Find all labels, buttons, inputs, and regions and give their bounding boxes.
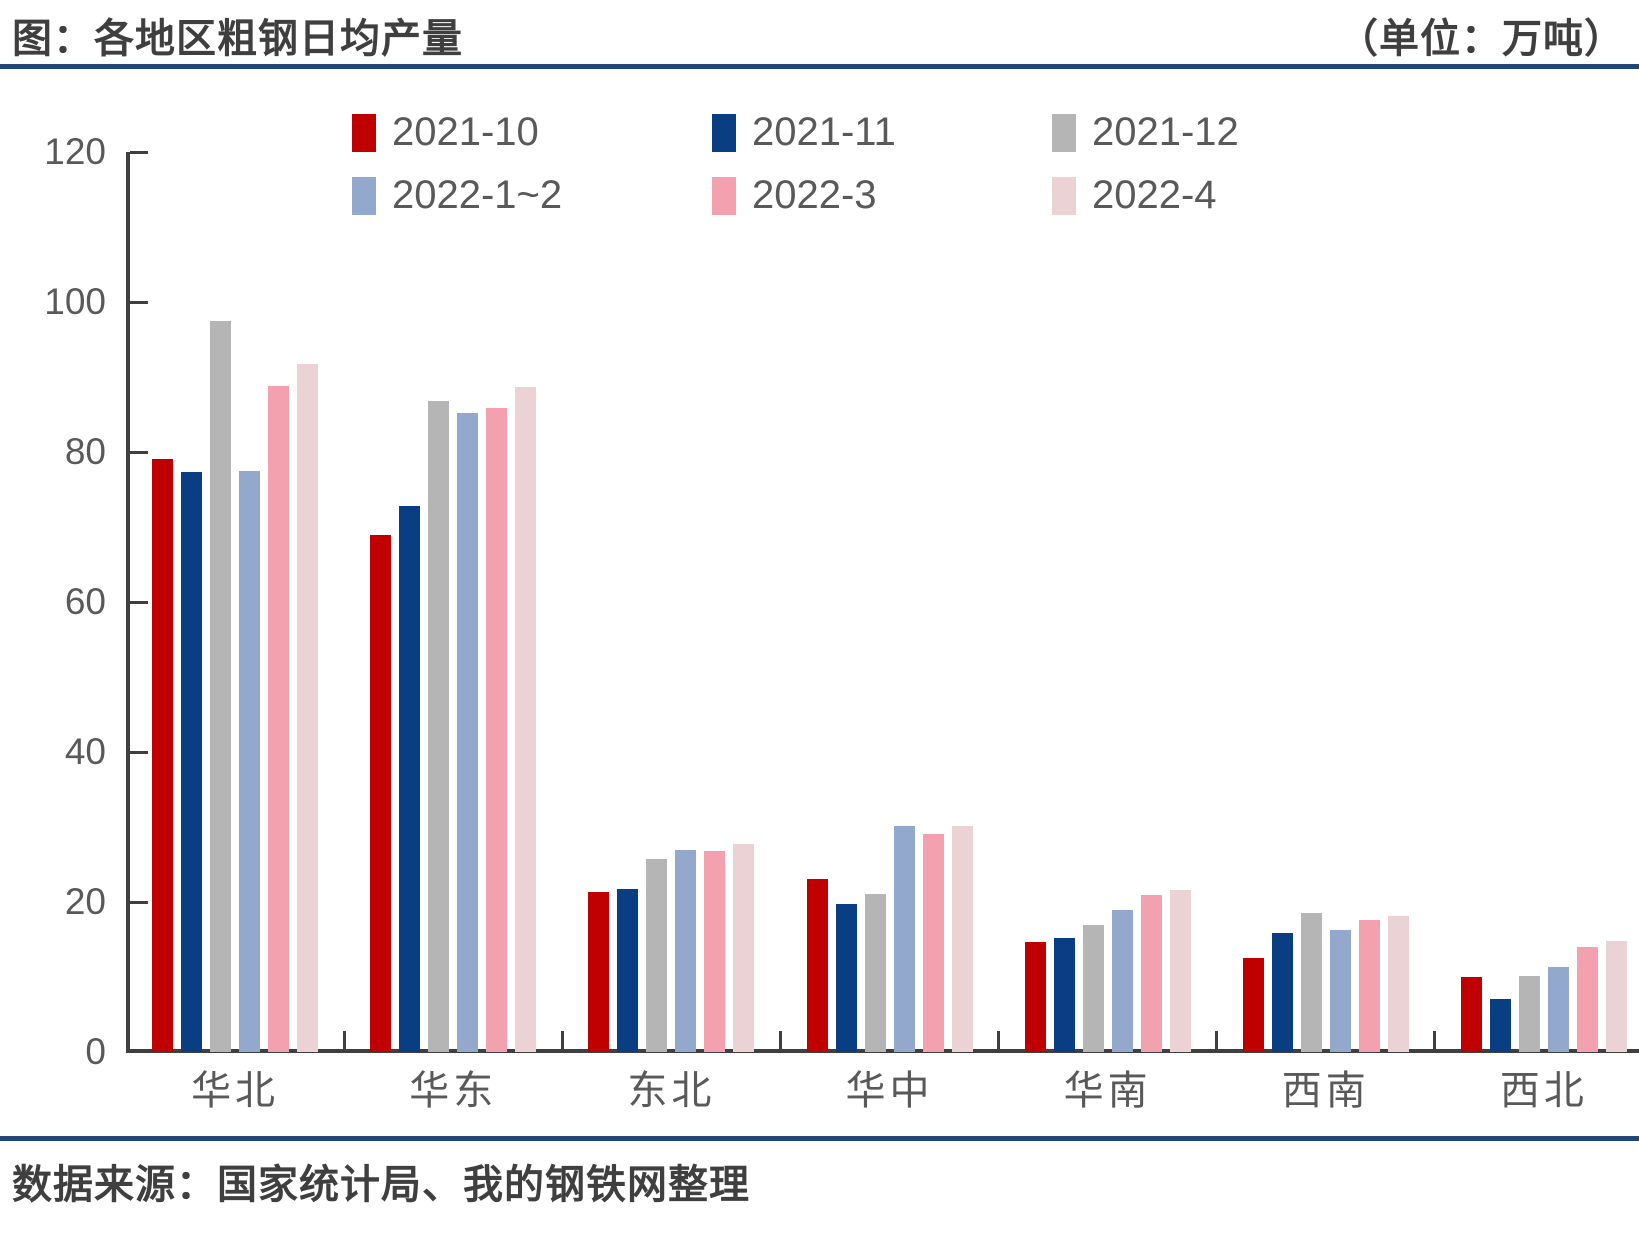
bar	[1140, 895, 1162, 1052]
bar	[1387, 915, 1409, 1052]
legend: 2021-10 2021-11 2021-12 2022-1~2 2022-3 2022-…	[352, 110, 1392, 218]
bar	[1169, 890, 1191, 1052]
bar	[1547, 966, 1569, 1052]
bar	[675, 850, 697, 1052]
y-tick-label: 120	[44, 131, 106, 172]
header: 图：各地区粗钢日均产量 （单位：万吨）	[0, 0, 1639, 64]
legend-label: 2021-10	[392, 110, 539, 154]
bar	[704, 851, 726, 1052]
legend-swatch	[1052, 176, 1076, 215]
bar	[1024, 941, 1046, 1052]
bar	[181, 472, 203, 1052]
bar	[1300, 913, 1322, 1052]
legend-item: 2021-10	[352, 110, 712, 155]
bar	[1053, 938, 1075, 1052]
x-tick	[1215, 1031, 1219, 1050]
y-tick-label: 60	[64, 581, 106, 622]
bar	[210, 320, 232, 1052]
bar	[1358, 920, 1380, 1052]
bar	[835, 903, 857, 1052]
bar	[1082, 925, 1104, 1052]
chart-title: 图：各地区粗钢日均产量	[12, 17, 463, 61]
x-tick	[997, 1031, 1001, 1050]
x-category-label: 西北	[1499, 1069, 1588, 1113]
legend-label: 2021-11	[752, 110, 896, 154]
bar	[1605, 941, 1627, 1052]
x-tick	[342, 1031, 346, 1050]
bar	[951, 825, 973, 1052]
bar	[1242, 957, 1264, 1052]
bar	[1489, 998, 1511, 1052]
bar	[588, 891, 610, 1052]
legend-item: 2022-1~2	[352, 173, 712, 218]
legend-swatch	[712, 113, 736, 152]
legend-swatch	[712, 176, 736, 215]
bar	[893, 826, 915, 1052]
y-tick	[130, 450, 148, 454]
y-axis	[126, 152, 130, 1053]
bar	[268, 386, 290, 1052]
bar	[515, 386, 537, 1052]
bar	[239, 470, 261, 1052]
x-category-label: 西南	[1281, 1069, 1370, 1113]
bar	[1460, 977, 1482, 1052]
x-tick	[1433, 1031, 1437, 1050]
x-tick	[778, 1031, 782, 1050]
bar	[486, 407, 508, 1052]
x-tick	[560, 1031, 564, 1050]
bar	[428, 401, 450, 1052]
bar	[152, 458, 174, 1052]
legend-swatch	[352, 176, 376, 215]
legend-item: 2022-4	[1052, 173, 1392, 218]
bar	[457, 413, 479, 1052]
y-tick	[130, 600, 148, 604]
bar	[922, 833, 944, 1052]
y-tick-label: 0	[85, 1031, 106, 1072]
legend-label: 2022-3	[752, 173, 877, 217]
x-category-label: 东北	[627, 1069, 716, 1113]
source-rule	[0, 1136, 1639, 1141]
legend-swatch	[1052, 113, 1076, 152]
x-category-label: 华南	[1063, 1069, 1152, 1113]
y-tick-label: 80	[64, 431, 106, 472]
bar	[1518, 976, 1540, 1052]
legend-item: 2022-3	[712, 173, 1052, 218]
legend-label: 2022-4	[1092, 173, 1217, 217]
legend-item: 2021-11	[712, 110, 1052, 155]
bar	[864, 893, 886, 1052]
x-category-label: 华东	[409, 1069, 498, 1113]
x-category-label: 华北	[191, 1069, 280, 1113]
bar	[1271, 932, 1293, 1052]
y-tick	[130, 900, 148, 904]
y-tick-label: 40	[64, 731, 106, 772]
legend-label: 2021-12	[1092, 110, 1239, 154]
bar	[1111, 910, 1133, 1052]
bar	[646, 859, 668, 1052]
bar	[806, 878, 828, 1052]
bar	[617, 888, 639, 1052]
legend-label: 2022-1~2	[392, 173, 563, 217]
legend-swatch	[352, 113, 376, 152]
y-tick-label: 100	[44, 281, 106, 322]
header-rule	[0, 64, 1639, 69]
source-text: 数据来源：国家统计局、我的钢铁网整理	[12, 1163, 750, 1207]
unit-label: （单位：万吨）	[1338, 17, 1625, 61]
x-category-label: 华中	[845, 1069, 934, 1113]
bar	[399, 506, 421, 1052]
bar	[370, 534, 392, 1052]
y-tick	[130, 750, 148, 754]
legend-item: 2021-12	[1052, 110, 1392, 155]
y-tick-label: 20	[64, 881, 106, 922]
y-tick	[130, 150, 148, 154]
bar	[1329, 929, 1351, 1052]
bar	[297, 363, 319, 1052]
bar	[1576, 947, 1598, 1052]
y-tick	[130, 300, 148, 304]
bar	[733, 844, 755, 1052]
